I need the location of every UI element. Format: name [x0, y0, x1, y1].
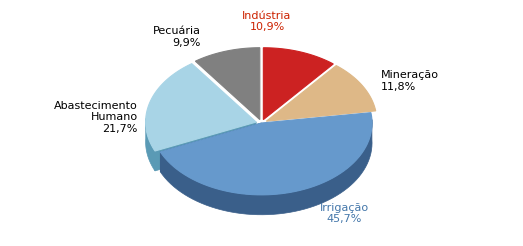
Text: Pecuária
9,9%: Pecuária 9,9% [153, 26, 201, 47]
Polygon shape [161, 120, 372, 215]
Polygon shape [266, 66, 376, 121]
Polygon shape [155, 122, 256, 171]
Polygon shape [161, 123, 262, 172]
Text: Abastecimento
Humano
21,7%: Abastecimento Humano 21,7% [54, 101, 138, 134]
Polygon shape [196, 48, 260, 120]
Polygon shape [264, 48, 333, 120]
Text: Mineração
11,8%: Mineração 11,8% [381, 70, 439, 92]
Polygon shape [145, 119, 155, 171]
Text: Irrigação
45,7%: Irrigação 45,7% [320, 203, 369, 224]
Polygon shape [161, 113, 372, 195]
Polygon shape [145, 64, 256, 151]
Text: Indústria
10,9%: Indústria 10,9% [242, 11, 292, 32]
